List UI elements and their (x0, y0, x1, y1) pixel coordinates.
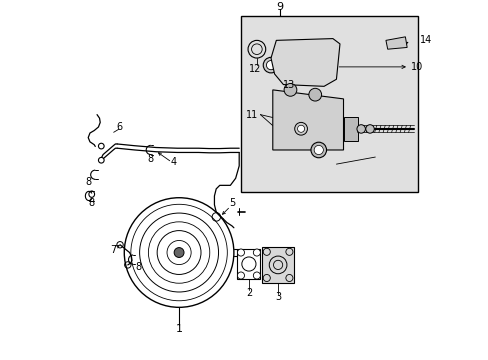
Circle shape (174, 248, 183, 257)
Circle shape (237, 249, 244, 256)
Polygon shape (385, 37, 407, 49)
Circle shape (266, 60, 275, 70)
Bar (241, 15, 417, 192)
Text: 3: 3 (274, 292, 281, 302)
Text: 8: 8 (135, 262, 141, 272)
Circle shape (313, 145, 323, 154)
Text: 13: 13 (282, 80, 294, 90)
Circle shape (237, 272, 244, 279)
Circle shape (276, 58, 290, 72)
Circle shape (297, 125, 304, 132)
Circle shape (253, 249, 260, 256)
Bar (237, 249, 260, 279)
Text: 8: 8 (147, 154, 154, 164)
Circle shape (294, 122, 307, 135)
Polygon shape (272, 90, 343, 150)
Text: 10: 10 (410, 62, 422, 72)
Text: 12: 12 (248, 64, 261, 74)
Circle shape (279, 61, 287, 69)
Bar (343, 117, 357, 141)
Text: 2: 2 (245, 288, 251, 298)
Circle shape (263, 57, 278, 73)
Text: 5: 5 (229, 198, 235, 208)
Polygon shape (270, 39, 339, 86)
Circle shape (253, 272, 260, 279)
Bar (262, 247, 293, 283)
Text: 1: 1 (175, 324, 182, 334)
Text: 4: 4 (170, 157, 177, 167)
Circle shape (284, 84, 296, 96)
Text: 6: 6 (116, 122, 122, 132)
Text: 11: 11 (246, 110, 258, 120)
Circle shape (308, 88, 321, 101)
Text: 14: 14 (419, 35, 431, 45)
Text: 7: 7 (110, 245, 117, 255)
Circle shape (310, 142, 326, 158)
Circle shape (356, 125, 365, 133)
Text: 9: 9 (276, 2, 283, 12)
Circle shape (365, 125, 373, 133)
Text: 8: 8 (88, 198, 95, 208)
Circle shape (98, 157, 104, 163)
Text: 8: 8 (86, 177, 92, 187)
